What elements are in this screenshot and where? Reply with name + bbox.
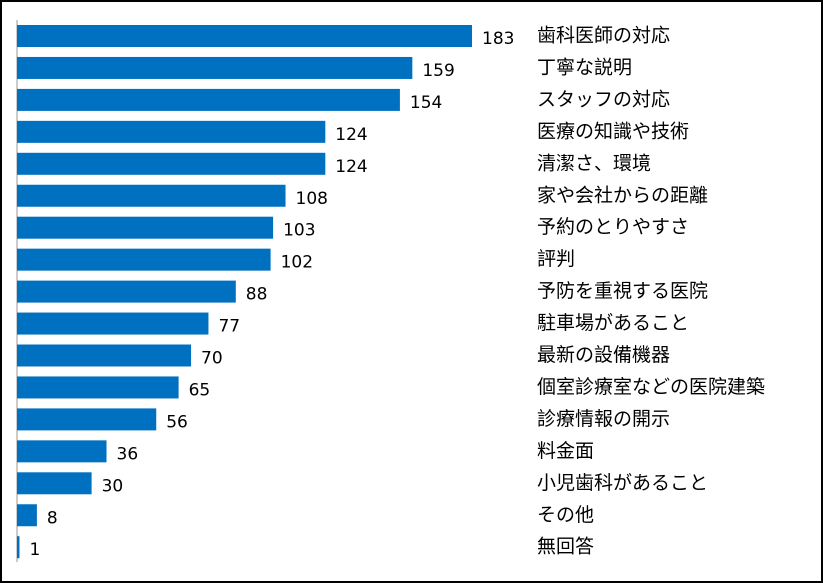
category-label: 予約のとりやすさ [537,216,689,238]
bar [17,280,236,303]
value-label: 154 [410,93,442,113]
value-label: 108 [296,189,328,209]
category-label: 料金面 [537,440,594,462]
category-label: 駐車場があること [537,312,689,334]
value-label: 36 [117,444,139,464]
value-label: 56 [166,412,188,432]
category-label: 診療情報の開示 [537,408,670,430]
bar [17,376,179,399]
category-label: 歯科医師の対応 [537,25,670,47]
value-label: 65 [189,380,211,400]
bar [17,440,107,463]
bar [17,56,413,79]
category-label: 家や会社からの距離 [537,184,708,206]
bar [17,504,37,527]
bar [17,472,92,495]
value-label: 88 [246,285,268,305]
category-label: 評判 [537,248,575,270]
bar [17,120,326,143]
bar [17,344,192,367]
bar [17,88,400,111]
value-label: 1 [29,540,40,560]
value-label: 103 [283,221,315,241]
category-label: 最新の設備機器 [537,344,670,366]
value-label: 124 [335,157,367,177]
category-label: 小児歯科があること [537,472,708,494]
bar [17,248,271,271]
category-label: 個室診療室などの医院建築 [537,376,765,398]
bar [17,25,472,47]
bar [17,312,209,335]
category-label: 予防を重視する医院 [537,280,708,302]
category-label: その他 [537,504,594,526]
value-label: 183 [482,29,514,49]
value-label: 30 [102,476,124,496]
category-label: スタッフの対応 [537,88,670,110]
bar [17,408,157,431]
value-label: 159 [422,61,454,81]
bar [17,184,286,207]
bar [17,216,274,239]
value-label: 124 [335,125,367,145]
value-label: 102 [281,253,313,273]
value-label: 70 [201,349,223,369]
value-label: 8 [47,508,58,528]
category-label: 医療の知識や技術 [537,120,689,142]
category-label: 無回答 [537,536,594,558]
value-label: 77 [218,317,240,337]
category-label: 丁寧な説明 [537,56,632,78]
bar [17,152,326,175]
category-label: 清潔さ、環境 [537,152,651,174]
bar [17,536,20,559]
